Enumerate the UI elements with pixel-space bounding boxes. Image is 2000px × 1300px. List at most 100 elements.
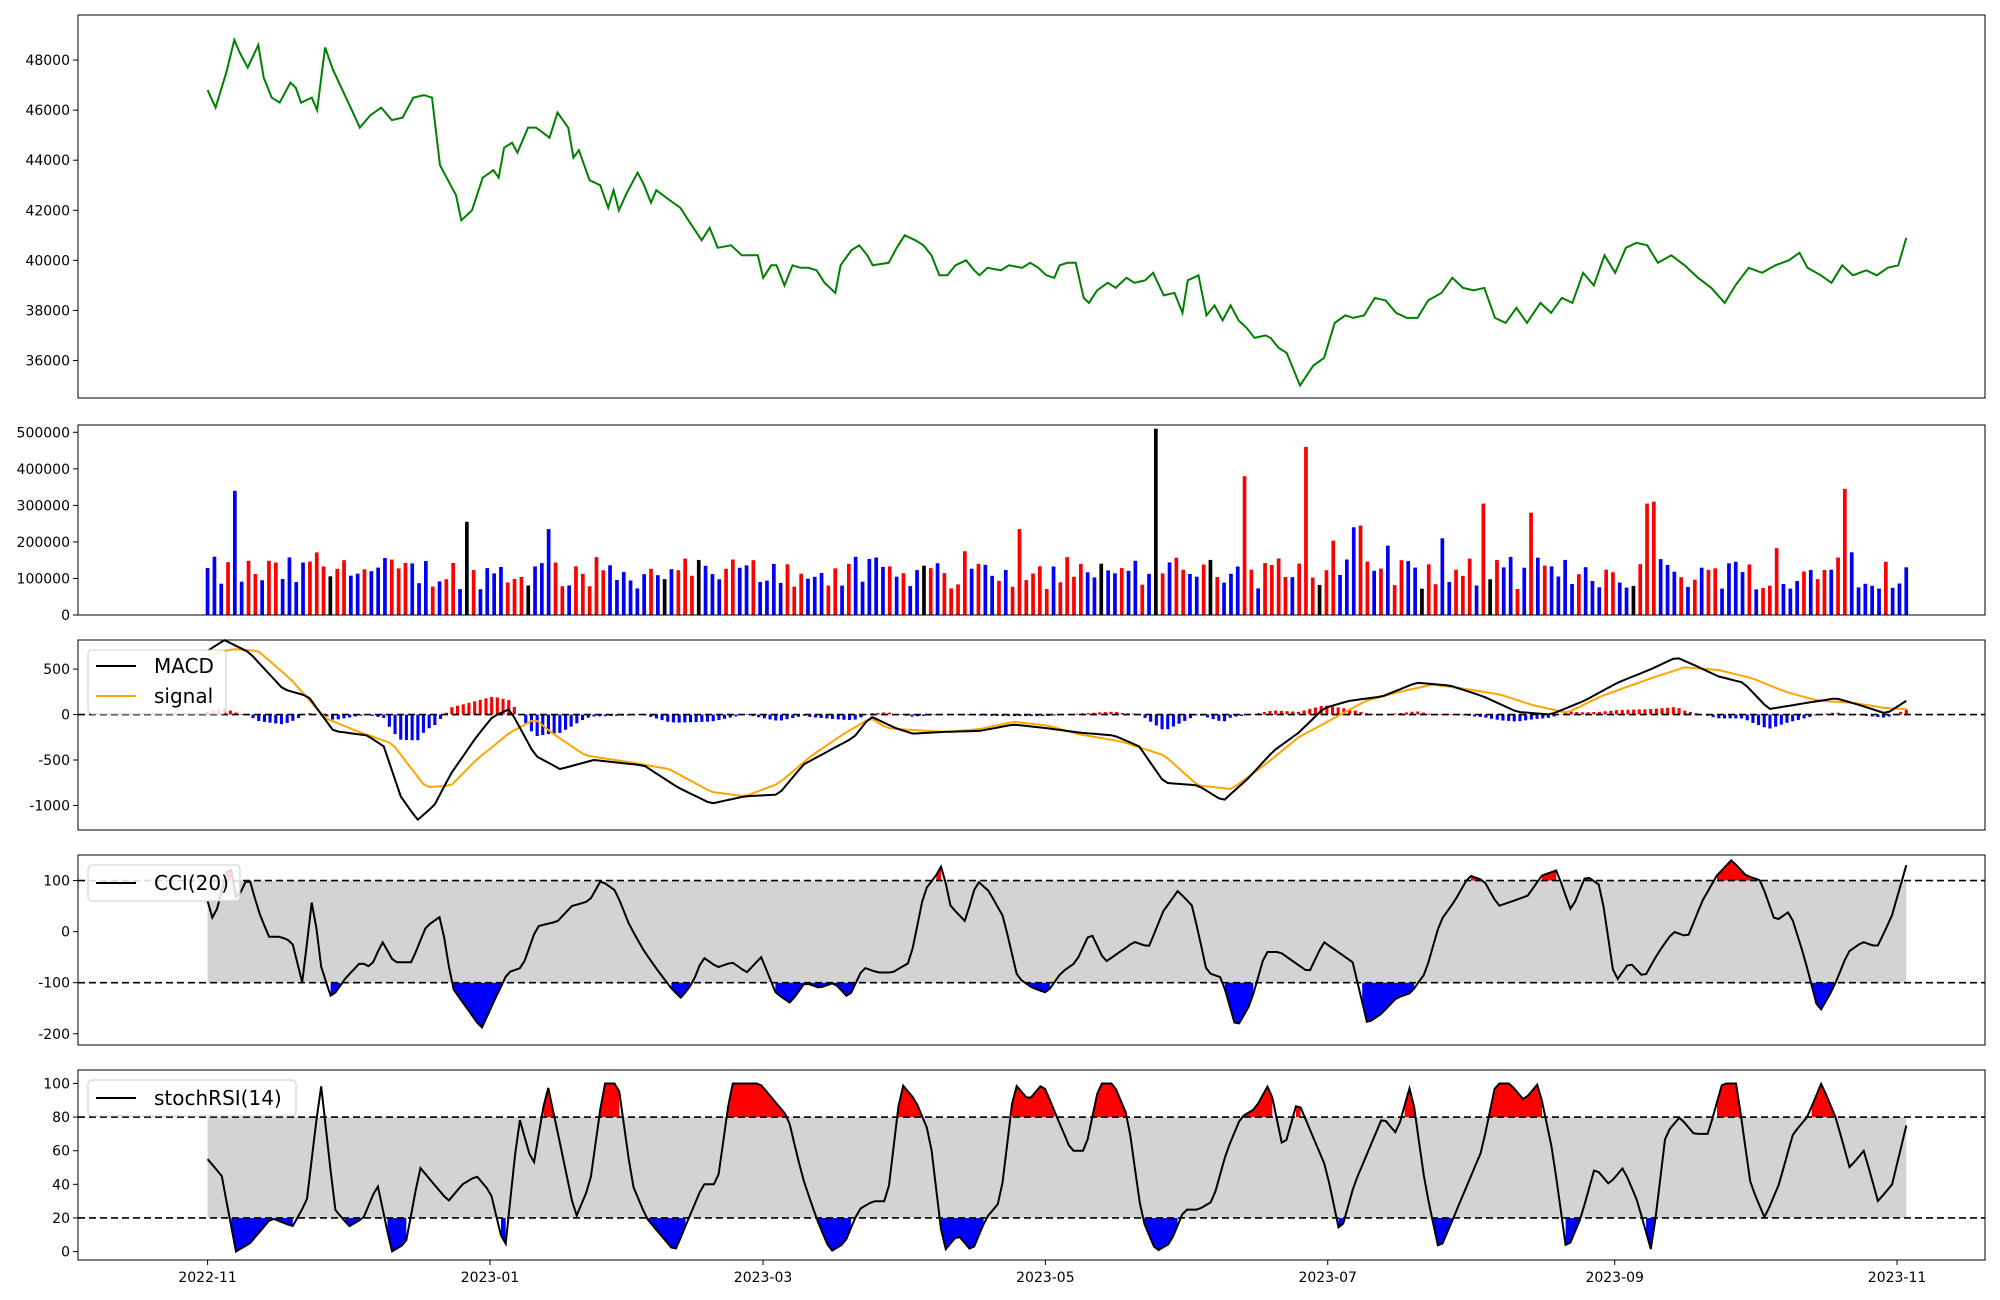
volume-bar — [355, 573, 360, 615]
macd-hist-bar — [1649, 709, 1653, 715]
volume-bar — [1229, 573, 1233, 615]
macd-hist-bar — [558, 714, 562, 733]
stochrsi-oversold-fill — [387, 1218, 407, 1252]
volume-bar — [267, 560, 271, 615]
volume-bar — [1358, 525, 1363, 615]
volume-bar — [1174, 557, 1179, 615]
volume-bar — [696, 559, 701, 615]
macd-hist-bar — [694, 714, 698, 723]
volume-bar — [1897, 583, 1902, 615]
macd-hist-bar — [825, 714, 829, 719]
macd-hist-bar — [1728, 714, 1732, 719]
macd-hist-bar — [706, 714, 710, 722]
volume-ytick-label: 200000 — [17, 535, 70, 551]
macd-hist-bar — [512, 707, 516, 715]
stochrsi-oversold-fill — [231, 1218, 293, 1252]
volume-bar — [1058, 582, 1063, 615]
macd-hist-bar — [1416, 711, 1420, 715]
macd-hist-bar — [285, 714, 289, 723]
x-tick-label: 2023-11 — [1868, 1270, 1927, 1286]
stochrsi-ytick-label: 100 — [43, 1076, 70, 1092]
volume-bar — [410, 563, 415, 615]
macd-hist-bar — [1609, 710, 1613, 715]
macd-hist-bar — [813, 714, 817, 718]
macd-hist-bar — [723, 714, 727, 719]
volume-bar — [1454, 569, 1458, 615]
volume-bar — [1802, 571, 1806, 615]
volume-bar — [935, 563, 940, 615]
macd-hist-bar — [1518, 714, 1522, 722]
volume-bar — [553, 562, 558, 615]
volume-bar — [430, 586, 435, 615]
macd-hist-bar — [382, 714, 386, 718]
macd-hist-bar — [393, 714, 397, 734]
volume-bar — [1249, 569, 1254, 615]
macd-hist-bar — [1563, 712, 1567, 715]
volume-bar — [942, 573, 947, 615]
macd-hist-bar — [1830, 712, 1834, 715]
cci-oversold-fill — [1811, 982, 1836, 1010]
volume-bar — [1079, 563, 1083, 615]
macd-hist-bar — [421, 714, 425, 733]
volume-bar — [1631, 585, 1636, 615]
volume-bar — [1433, 584, 1438, 615]
macd-legend-label: MACD — [154, 654, 214, 678]
cci-line — [206, 859, 1908, 1030]
volume-bar — [1604, 569, 1608, 615]
volume-bar — [465, 521, 469, 615]
macd-hist-bar — [1546, 714, 1550, 718]
volume-bar — [478, 589, 483, 615]
stochrsi-ytick-label: 80 — [52, 1110, 70, 1126]
volume-bar — [1706, 569, 1711, 615]
volume-bar — [1413, 567, 1417, 615]
volume-bar — [1024, 580, 1029, 615]
volume-bar — [274, 562, 278, 615]
volume-bar — [1106, 570, 1110, 615]
volume-bar — [1890, 587, 1895, 615]
macd-hist-bar — [456, 705, 460, 715]
volume-bar — [546, 529, 551, 615]
macd-hist-bar — [598, 714, 602, 717]
volume-bar — [683, 558, 687, 615]
macd-hist-bar — [1904, 709, 1908, 715]
volume-bar — [969, 568, 974, 615]
macd-hist-bar — [745, 714, 749, 715]
volume-bar — [383, 558, 387, 615]
stochrsi-oversold-fill — [1338, 1218, 1344, 1228]
x-tick-label: 2023-07 — [1298, 1270, 1357, 1286]
macd-hist-bar — [859, 714, 863, 718]
macd-hist-bar — [734, 714, 738, 717]
macd-hist-bar — [1882, 714, 1886, 718]
macd-hist-bar — [279, 714, 283, 725]
volume-bar — [560, 586, 565, 615]
macd-hist-bar — [1154, 714, 1158, 726]
volume-bar — [976, 563, 981, 615]
macd-hist-bar — [1626, 709, 1630, 715]
volume-bar — [349, 575, 353, 615]
volume-bar — [342, 560, 346, 615]
macd-hist-bar — [1348, 709, 1352, 715]
volume-bar — [205, 567, 210, 615]
x-tick-label: 2023-03 — [734, 1270, 793, 1286]
macd-hist-bar — [848, 714, 852, 720]
cci-overbought-fill — [1542, 870, 1557, 881]
macd-hist-bar — [1285, 711, 1289, 715]
macd-hist-bar — [1018, 714, 1022, 717]
volume-bar — [1624, 587, 1629, 615]
macd-hist-bar — [1660, 708, 1664, 715]
volume-bar — [1065, 557, 1069, 615]
macd-hist-bar — [1654, 708, 1658, 715]
cci-legend-label: CCI(20) — [154, 871, 229, 895]
cci-ytick-label: -100 — [38, 976, 70, 992]
volume-bar — [1420, 588, 1424, 615]
cci-legend: CCI(20) — [87, 864, 241, 902]
volume-bar — [1140, 584, 1145, 615]
volume-bar — [635, 588, 640, 615]
macd-hist-bar — [478, 699, 482, 715]
volume-bar — [1092, 577, 1097, 615]
macd-hist-bar — [785, 714, 789, 720]
stochrsi-ytick-label: 0 — [61, 1245, 70, 1261]
volume-bar — [492, 573, 496, 615]
volume-bar — [860, 581, 865, 615]
volume-bar — [1188, 574, 1192, 615]
